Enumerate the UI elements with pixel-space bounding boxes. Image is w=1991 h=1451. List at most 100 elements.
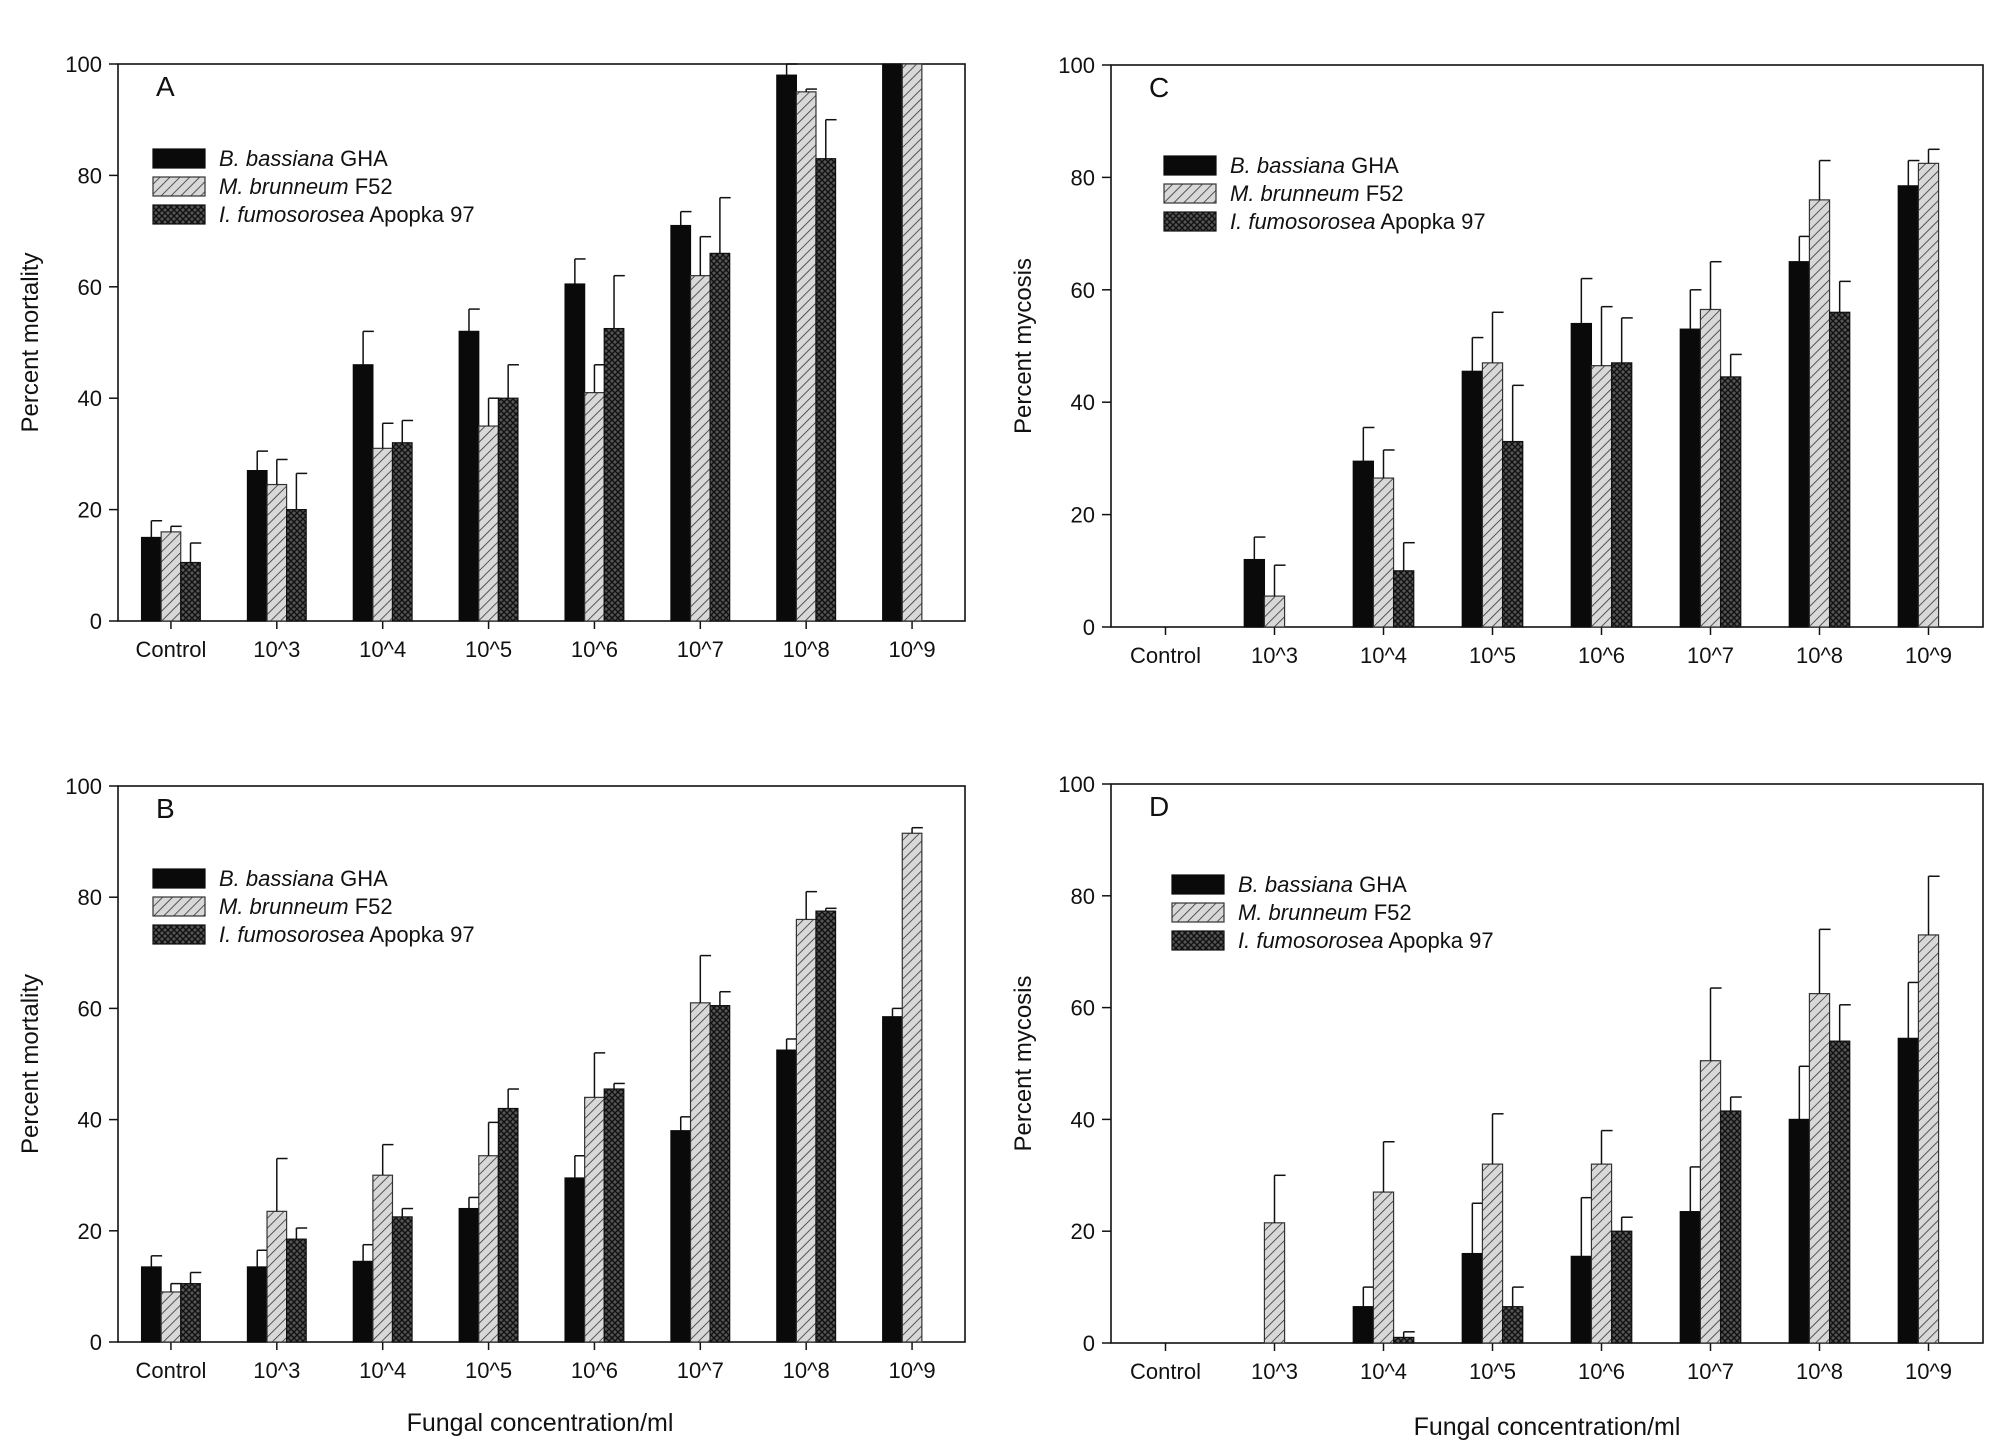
bar-a-s3 xyxy=(180,561,201,622)
legend-strain: F52 xyxy=(1360,181,1404,206)
legend-label: I. fumosorosea Apopka 97 xyxy=(1238,928,1494,953)
x-category-label: 10^3 xyxy=(253,1358,300,1383)
bar-d-s1 xyxy=(1461,1252,1484,1344)
legend-swatch xyxy=(152,148,206,169)
x-category-label: 10^8 xyxy=(783,637,830,662)
bar-c-s1 xyxy=(1788,261,1811,628)
legend-strain: Apopka 97 xyxy=(1376,209,1486,234)
y-axis-title: Percent mortality xyxy=(17,974,44,1154)
bar-b-s1 xyxy=(140,1266,162,1343)
y-axis-title: Percent mycosis xyxy=(1010,258,1037,434)
y-axis-title: Percent mycosis xyxy=(1010,975,1037,1151)
bar-a-s1 xyxy=(776,74,797,622)
legend-strain: Apopka 97 xyxy=(1384,928,1494,953)
legend-label: B. bassiana GHA xyxy=(1238,872,1407,897)
legend-genus: B. bassiana xyxy=(1230,153,1345,178)
y-tick-label: 60 xyxy=(78,275,102,300)
x-category-label: Control xyxy=(1130,1359,1201,1384)
bar-c-s3 xyxy=(1392,570,1415,628)
bar-c-s3 xyxy=(1828,311,1851,628)
x-category-label: 10^6 xyxy=(1578,643,1625,668)
bar-a-s3 xyxy=(603,327,625,622)
legend-swatch xyxy=(1171,902,1225,923)
bar-a-s1 xyxy=(670,224,692,622)
bar-c-s1 xyxy=(1897,185,1920,628)
bar-c-s1 xyxy=(1352,460,1375,628)
chart-panel-c: 0 20 40 60 80 100 Percent mycosis C Control 10^3 1… xyxy=(1010,53,1984,668)
bar-b-s1 xyxy=(882,1016,903,1343)
legend-strain: F52 xyxy=(349,174,393,199)
chart-panel-b: 0 20 40 60 80 100 Percent mortality B Control 10^… xyxy=(17,774,966,1383)
bar-d-s1 xyxy=(1679,1211,1702,1344)
legend-genus: M. brunneum xyxy=(1238,900,1368,925)
legend-genus: B. bassiana xyxy=(219,866,334,891)
legend-swatch xyxy=(152,204,206,225)
bar-b-s2 xyxy=(478,1155,499,1343)
bar-c-s2 xyxy=(1699,308,1722,628)
legend-label: I. fumosorosea Apopka 97 xyxy=(219,922,475,947)
y-tick-label: 100 xyxy=(1058,772,1095,797)
bar-a-s3 xyxy=(286,509,307,622)
bar-c-s3 xyxy=(1719,376,1742,628)
x-category-label: 10^4 xyxy=(359,1358,406,1383)
y-tick-label: 80 xyxy=(78,885,102,910)
bar-b-s3 xyxy=(603,1088,625,1343)
y-tick-label: 80 xyxy=(1071,884,1095,909)
legend-label: B. bassiana GHA xyxy=(219,866,388,891)
x-category-label: 10^6 xyxy=(1578,1359,1625,1384)
x-category-label: 10^4 xyxy=(1360,643,1407,668)
y-tick-label: 0 xyxy=(1083,615,1095,640)
x-category-label: 10^3 xyxy=(253,637,300,662)
bar-a-s2 xyxy=(372,447,394,622)
x-category-label: Control xyxy=(135,637,206,662)
bar-d-s1 xyxy=(1352,1306,1375,1344)
x-category-label: 10^5 xyxy=(465,1358,512,1383)
legend-swatch xyxy=(152,896,206,917)
legend-genus: I. fumosorosea xyxy=(219,922,365,947)
x-category-label: Control xyxy=(135,1358,206,1383)
bar-c-s2 xyxy=(1263,595,1286,628)
bar-c-s2 xyxy=(1808,199,1831,628)
bar-d-s1 xyxy=(1570,1255,1593,1344)
legend-swatch xyxy=(1171,930,1225,951)
legend-swatch xyxy=(1163,155,1217,176)
bar-a-s3 xyxy=(815,158,837,622)
bar-a-s1 xyxy=(882,63,903,622)
plot-frame xyxy=(1110,783,1984,1344)
x-category-label: 10^8 xyxy=(783,1358,830,1383)
y-tick-label: 60 xyxy=(1071,996,1095,1021)
x-axis-title-left: Fungal concentration/ml xyxy=(407,1409,674,1437)
plot-frame xyxy=(117,785,966,1343)
legend-label: M. brunneum F52 xyxy=(219,894,393,919)
bar-b-s2 xyxy=(795,918,817,1343)
bar-d-s2 xyxy=(1372,1191,1395,1344)
bar-a-s2 xyxy=(584,392,605,622)
x-category-label: 10^6 xyxy=(571,637,618,662)
bar-d-s2 xyxy=(1590,1163,1613,1344)
legend-swatch xyxy=(152,176,206,197)
y-tick-label: 0 xyxy=(90,1330,102,1355)
bar-a-s2 xyxy=(160,531,182,622)
y-tick-label: 40 xyxy=(78,1108,102,1133)
legend-strain: GHA xyxy=(334,146,388,171)
legend: B. bassiana GHA M. brunneum F52 I. fumosor… xyxy=(1163,153,1486,234)
bar-b-s1 xyxy=(458,1207,480,1343)
legend: B. bassiana GHA M. brunneum F52 I. fumosor… xyxy=(152,146,475,227)
x-category-label: 10^3 xyxy=(1251,643,1298,668)
bar-c-s2 xyxy=(1481,362,1504,628)
bar-a-s2 xyxy=(266,483,288,622)
legend-strain: F52 xyxy=(1368,900,1412,925)
legend: B. bassiana GHA M. brunneum F52 I. fumosor… xyxy=(152,866,475,947)
bar-c-s3 xyxy=(1610,362,1633,628)
bar-b-s3 xyxy=(286,1238,307,1343)
plot-frame xyxy=(1110,64,1984,628)
y-tick-label: 40 xyxy=(1071,390,1095,415)
legend-swatch xyxy=(1171,874,1225,895)
bar-d-s2 xyxy=(1481,1163,1504,1344)
bar-b-s2 xyxy=(584,1096,605,1343)
legend-label: M. brunneum F52 xyxy=(219,174,393,199)
y-tick-label: 20 xyxy=(78,498,102,523)
legend-label: M. brunneum F52 xyxy=(1238,900,1412,925)
y-tick-label: 100 xyxy=(1058,53,1095,78)
panel-letter: D xyxy=(1149,791,1169,822)
